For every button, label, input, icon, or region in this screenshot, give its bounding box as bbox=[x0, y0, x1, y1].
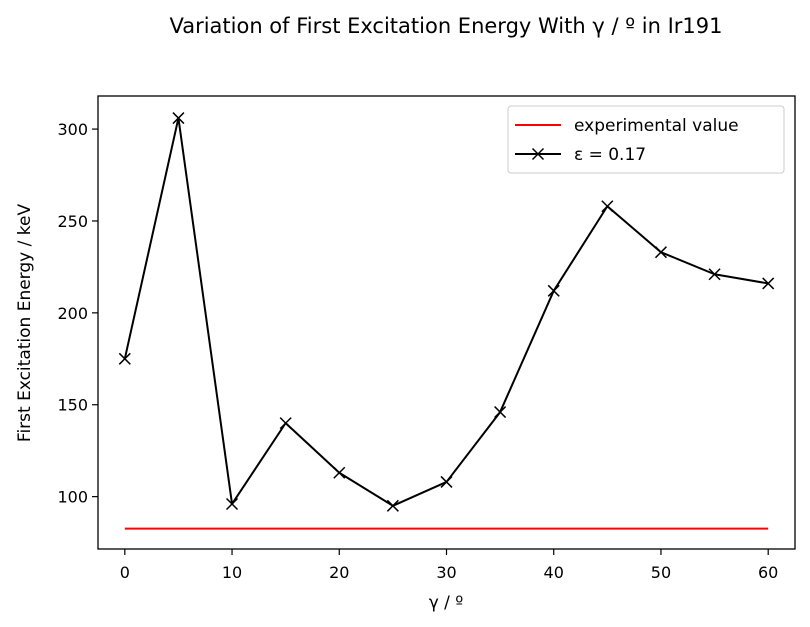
x-tick-label-10: 10 bbox=[222, 563, 242, 582]
x-tick-label-60: 60 bbox=[758, 563, 778, 582]
y-tick-label-200: 200 bbox=[57, 304, 88, 323]
data-point-1-7-stroke-b bbox=[494, 406, 507, 419]
data-point-1-4 bbox=[333, 466, 346, 479]
x-tick-label-0: 0 bbox=[120, 563, 130, 582]
legend-marker-epsilon bbox=[531, 147, 545, 161]
data-point-1-8 bbox=[547, 284, 560, 297]
data-point-1-1 bbox=[172, 112, 185, 125]
data-point-1-7 bbox=[494, 406, 507, 419]
x-tick-label-40: 40 bbox=[544, 563, 564, 582]
plot-series bbox=[118, 112, 775, 530]
x-tick-label-20: 20 bbox=[329, 563, 349, 582]
data-point-1-12 bbox=[762, 277, 775, 290]
y-tick-label-100: 100 bbox=[57, 488, 88, 507]
data-point-1-3-stroke-b bbox=[279, 417, 292, 430]
y-axis-label: First Excitation Energy / keV bbox=[15, 204, 35, 443]
series-line-1 bbox=[123, 117, 769, 507]
data-point-1-12-stroke-b bbox=[762, 277, 775, 290]
data-point-1-11 bbox=[708, 268, 721, 281]
y-tick-label-300: 300 bbox=[57, 120, 88, 139]
y-tick-label-250: 250 bbox=[57, 212, 88, 231]
data-point-1-6-stroke-b bbox=[440, 475, 453, 488]
data-point-1-0-stroke-b bbox=[118, 352, 131, 365]
data-point-1-8-stroke-b bbox=[547, 284, 560, 297]
x-tick-label-30: 30 bbox=[436, 563, 456, 582]
data-point-1-2-stroke-b bbox=[226, 497, 239, 511]
data-point-1-1-stroke-b bbox=[172, 112, 185, 125]
x-axis-label: γ / º bbox=[429, 593, 464, 613]
x-axis-ticks: 0 10 20 30 40 50 60 bbox=[120, 549, 778, 582]
legend-label-epsilon: ε = 0.17 bbox=[574, 145, 646, 165]
data-point-1-2 bbox=[226, 497, 239, 511]
data-point-1-10 bbox=[654, 246, 667, 259]
data-point-1-9-stroke-b bbox=[601, 200, 614, 213]
data-point-1-5 bbox=[386, 499, 399, 512]
chart-title: Variation of First Excitation Energy Wit… bbox=[169, 14, 722, 38]
y-axis-ticks: 100 150 200 250 300 bbox=[57, 120, 98, 507]
legend-box bbox=[507, 105, 785, 174]
x-tick-label-50: 50 bbox=[651, 563, 671, 582]
data-point-1-11-stroke-b bbox=[708, 268, 721, 281]
data-point-1-6 bbox=[440, 475, 453, 488]
legend-label-experimental: experimental value bbox=[574, 116, 739, 136]
data-point-1-4-stroke-b bbox=[333, 466, 346, 479]
legend-marker-x bbox=[531, 147, 545, 161]
data-point-1-10-stroke-b bbox=[654, 246, 667, 259]
data-point-1-3 bbox=[279, 417, 292, 430]
data-point-1-9 bbox=[601, 200, 614, 213]
legend: experimental value ε = 0.17 bbox=[507, 105, 785, 174]
data-point-1-5-stroke-b bbox=[386, 499, 399, 512]
legend-marker-x-stroke-b bbox=[531, 147, 545, 161]
y-tick-label-150: 150 bbox=[57, 396, 88, 415]
data-point-1-0 bbox=[118, 352, 131, 365]
